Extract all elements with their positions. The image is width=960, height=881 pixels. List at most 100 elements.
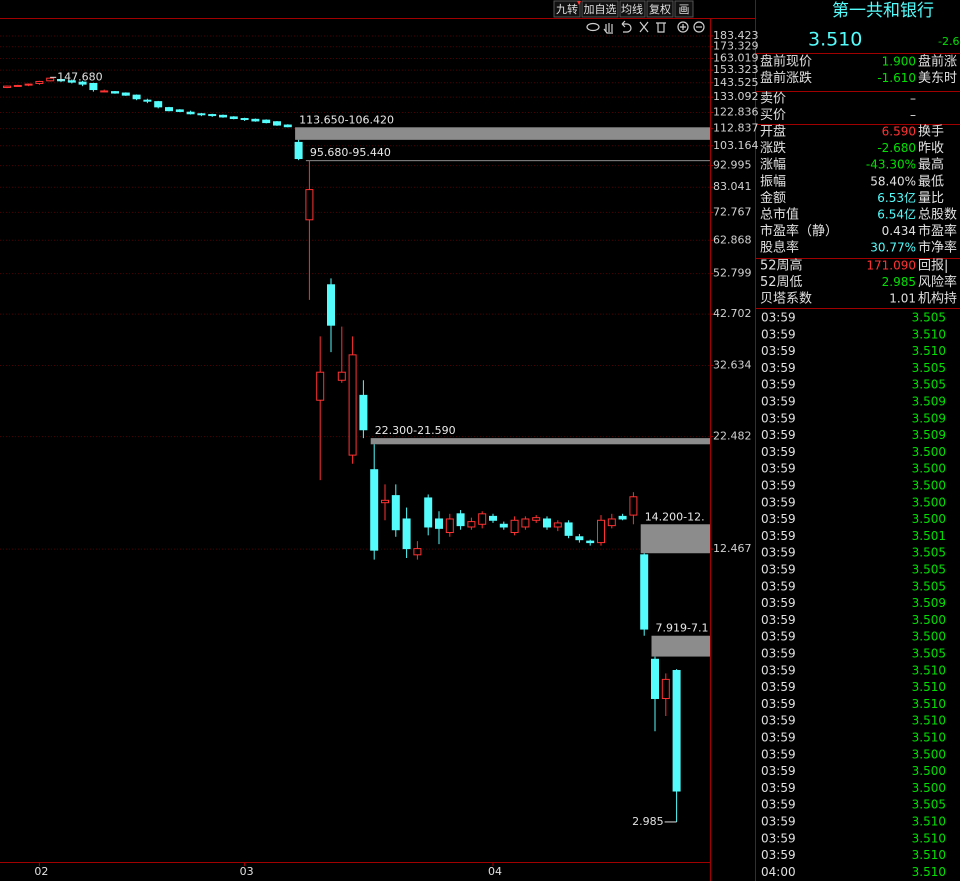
- icon-eye[interactable]: [586, 22, 600, 32]
- candle-body: [35, 80, 44, 84]
- toolbar-label[interactable]: 复权: [649, 2, 671, 16]
- candle-body: [532, 517, 541, 521]
- toolbar-button[interactable]: [674, 0, 694, 18]
- toolbar-button[interactable]: [619, 0, 646, 18]
- tick-time: 03:59: [761, 848, 796, 862]
- candle-body: [510, 519, 519, 534]
- candle-body: [273, 121, 281, 126]
- candle-body: [316, 371, 325, 401]
- quote-label: 涨幅: [760, 158, 786, 173]
- tick-price: 3.510: [912, 344, 946, 358]
- tick-time: 03:59: [761, 445, 796, 459]
- candle-body: [262, 119, 271, 124]
- toolbar-button[interactable]: [581, 0, 619, 18]
- candle-body: [327, 284, 335, 326]
- quote-label: 盘前涨: [918, 54, 957, 70]
- tick-price: 3.505: [912, 579, 946, 593]
- quote-value: 30.77%: [870, 241, 916, 255]
- tick-price: 3.501: [912, 529, 946, 543]
- y-tick-label: 32.634: [713, 358, 752, 371]
- tick-time: 03:59: [761, 428, 796, 442]
- icon-scissors[interactable]: [639, 21, 649, 33]
- tick-price: 3.500: [912, 479, 946, 493]
- icon-zoom-out[interactable]: [693, 21, 705, 33]
- candle-body: [67, 80, 76, 83]
- quote-value: 1.01: [889, 292, 916, 306]
- icon-hand[interactable]: [603, 23, 613, 34]
- tick-price: 3.509: [912, 395, 946, 409]
- candle-body: [100, 90, 109, 93]
- quote-label: 卖价: [760, 92, 786, 107]
- quote-label: 股息率: [760, 240, 799, 256]
- tick-time: 03:59: [761, 327, 796, 341]
- candle-body: [456, 513, 465, 527]
- tick-price: 3.505: [912, 798, 946, 812]
- toolbar-button[interactable]: [553, 0, 581, 18]
- toolbar-label[interactable]: 加自选: [584, 3, 617, 16]
- tick-price: 3.505: [912, 311, 946, 325]
- candle-body: [165, 107, 173, 112]
- candle-body: [121, 92, 130, 96]
- y-tick-label: 163.019: [713, 51, 759, 64]
- candle-body: [294, 141, 303, 160]
- tick-price: 3.509: [912, 596, 946, 610]
- tick-time: 03:59: [761, 697, 796, 711]
- gap-box: [640, 524, 710, 554]
- tick-time: 03:59: [761, 512, 796, 526]
- tick-price: 3.510: [912, 815, 946, 829]
- quote-label: 盘前现价: [760, 54, 812, 70]
- tick-time: 03:59: [761, 311, 796, 325]
- gap-label: 22.300-21.590: [375, 424, 456, 437]
- tick-time: 03:59: [761, 613, 796, 627]
- tick-price: 3.509: [912, 411, 946, 425]
- gap-label: 113.650-106.420: [299, 113, 394, 126]
- candle-body: [283, 124, 292, 128]
- candle-body: [467, 521, 476, 528]
- gap-label: 95.680-95.440: [310, 146, 391, 159]
- icon-zoom-in[interactable]: [677, 21, 689, 33]
- tick-price: 3.505: [912, 546, 946, 560]
- candle-body: [435, 518, 443, 529]
- y-tick-label: 103.164: [713, 139, 759, 152]
- quote-value: -1.610: [877, 71, 916, 85]
- gap-box: [651, 635, 710, 657]
- tick-time: 03:59: [761, 495, 796, 509]
- tick-price: 3.510: [912, 680, 946, 694]
- quote-label: 昨收: [918, 141, 944, 156]
- tick-time: 03:59: [761, 714, 796, 728]
- tick-time: 03:59: [761, 647, 796, 661]
- tick-time: 03:59: [761, 529, 796, 543]
- tick-time: 03:59: [761, 831, 796, 845]
- icon-trash[interactable]: [656, 22, 666, 33]
- toolbar-label[interactable]: 均线: [621, 2, 643, 16]
- y-tick-label: 92.995: [713, 159, 752, 172]
- tick-price: 3.510: [912, 697, 946, 711]
- candle-body: [586, 540, 595, 544]
- candle-body: [46, 77, 55, 82]
- x-tick-label: 04: [488, 865, 502, 878]
- toolbar-label[interactable]: 九转: [556, 2, 578, 16]
- tick-price: 3.510: [912, 848, 946, 862]
- tick-time: 03:59: [761, 764, 796, 778]
- quote-label: 换手: [918, 125, 944, 140]
- toolbar-marker: [577, 1, 581, 5]
- toolbar-label[interactable]: 画: [679, 3, 690, 16]
- tick-price: 3.500: [912, 462, 946, 476]
- x-tick-label: 03: [240, 865, 254, 878]
- quote-label: 贝塔系数: [760, 292, 812, 307]
- candle-body: [24, 83, 33, 86]
- tick-price: 3.510: [912, 327, 946, 341]
- icon-undo[interactable]: [621, 20, 632, 33]
- candle-body: [13, 84, 22, 87]
- candle-body: [219, 114, 227, 118]
- toolbar-button[interactable]: [646, 0, 674, 18]
- tick-time: 03:59: [761, 546, 796, 560]
- extreme-label: 2.985: [632, 815, 664, 828]
- y-tick-label: 143.525: [713, 76, 759, 89]
- y-tick-label: 72.767: [713, 205, 752, 218]
- tick-price: 3.505: [912, 378, 946, 392]
- candle-body: [553, 522, 562, 528]
- tick-price: 3.510: [912, 831, 946, 845]
- quote-label: 最高: [918, 157, 944, 173]
